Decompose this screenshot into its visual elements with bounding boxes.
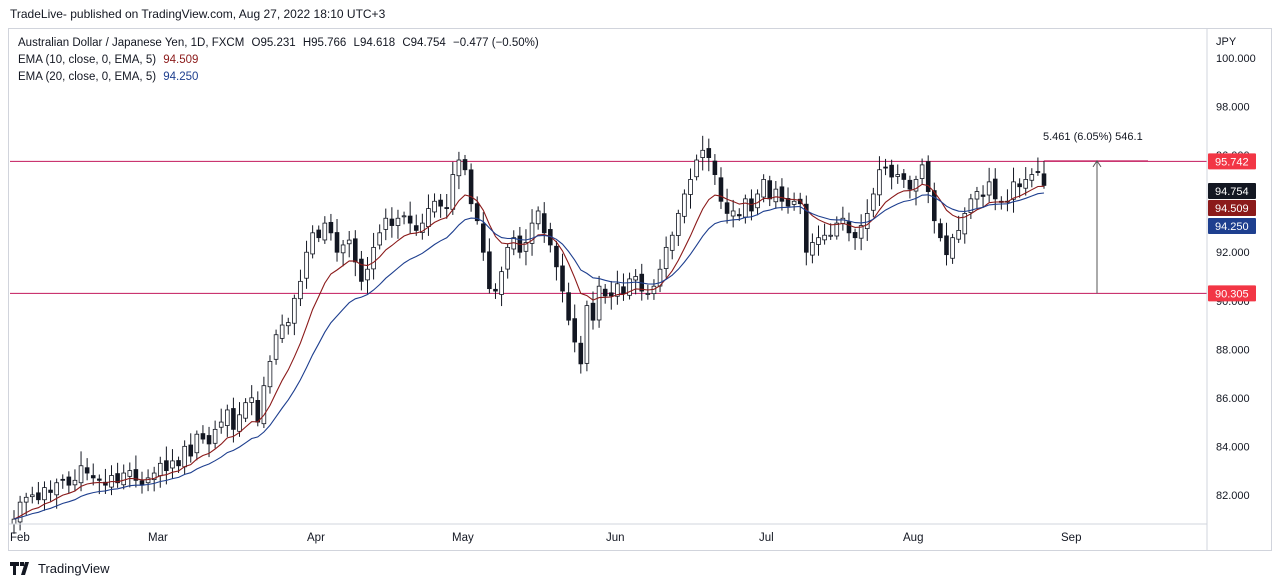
ohlc-low: 94.618 [359,37,396,49]
brand-name: TradingView [38,561,110,576]
ohlc-high: 95.766 [311,37,347,49]
ohlc-open: 95.231 [260,37,296,49]
ohlc-low-label: L [353,37,360,49]
ema10-label: EMA (10, close, 0, EMA, 5) [18,54,157,66]
ohlc-close: 94.754 [410,37,446,49]
tradingview-logo[interactable]: TradingView [10,561,110,576]
ema20-row[interactable]: EMA (20, close, 0, EMA, 5) 94.250 [18,69,539,86]
symbol-title[interactable]: Australian Dollar / Japanese Yen, 1D, FX… [18,37,245,49]
symbol-row[interactable]: Australian Dollar / Japanese Yen, 1D, FX… [18,35,539,52]
ema20-value: 94.250 [163,71,199,83]
ema10-row[interactable]: EMA (10, close, 0, EMA, 5) 94.509 [18,52,539,69]
tradingview-logo-icon [10,562,29,575]
ohlc-open-label: O [251,37,261,49]
ema10-value: 94.509 [163,54,199,66]
publisher-header: TradeLive- published on TradingView.com,… [10,7,386,21]
ohlc-change: −0.477 (−0.50%) [453,37,539,49]
ohlc-close-label: C [402,37,411,49]
chart-frame[interactable] [8,28,1272,551]
ohlc-high-label: H [302,37,312,49]
ema20-label: EMA (20, close, 0, EMA, 5) [18,71,157,83]
chart-legend: Australian Dollar / Japanese Yen, 1D, FX… [18,35,539,86]
